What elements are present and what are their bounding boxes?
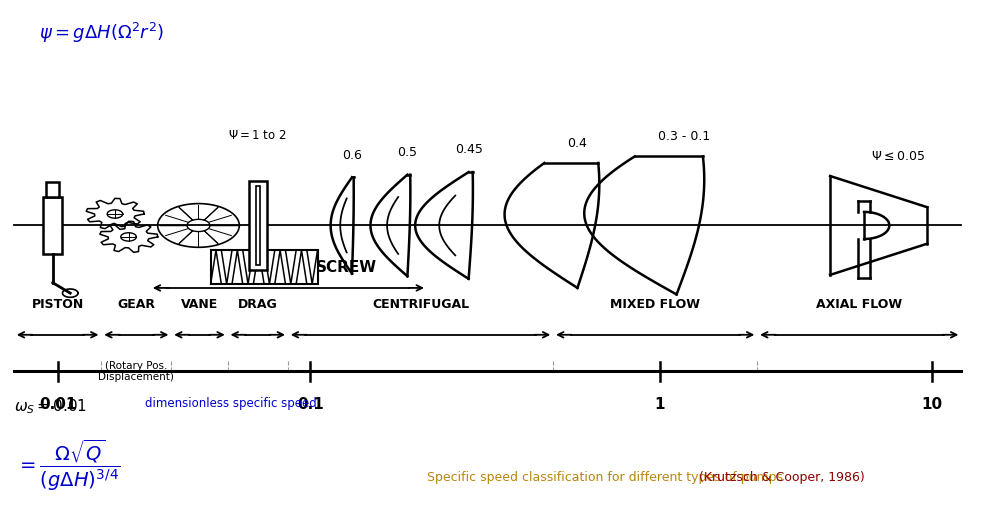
Text: 0.3 - 0.1: 0.3 - 0.1 bbox=[659, 131, 711, 143]
Bar bbox=[211, 250, 317, 284]
Bar bbox=[46, 182, 59, 197]
Text: 0.5: 0.5 bbox=[397, 146, 417, 159]
Bar bbox=[249, 181, 266, 270]
Text: $\Psi \leq 0.05$: $\Psi \leq 0.05$ bbox=[871, 150, 925, 163]
Text: 10: 10 bbox=[922, 397, 943, 412]
Text: VANE: VANE bbox=[180, 298, 218, 312]
Text: $\psi = g\Delta H(\Omega^2 r^2)$: $\psi = g\Delta H(\Omega^2 r^2)$ bbox=[38, 21, 164, 45]
Bar bbox=[43, 197, 62, 254]
Text: 0.01: 0.01 bbox=[38, 397, 76, 412]
Text: PISTON: PISTON bbox=[32, 298, 84, 312]
Text: 0.1: 0.1 bbox=[297, 397, 323, 412]
Text: 0.45: 0.45 bbox=[455, 143, 482, 157]
Bar bbox=[255, 186, 259, 264]
Text: 0.6: 0.6 bbox=[342, 149, 362, 162]
Text: SCREW: SCREW bbox=[317, 260, 378, 275]
Text: dimensionless specific speed: dimensionless specific speed bbox=[145, 397, 317, 411]
Text: $\Psi= 1$ to $2$: $\Psi= 1$ to $2$ bbox=[229, 129, 287, 142]
Text: 0.4: 0.4 bbox=[568, 137, 588, 150]
Text: $\omega_S = 0.01$: $\omega_S = 0.01$ bbox=[14, 397, 87, 416]
Text: (Rotary Pos.
Displacement): (Rotary Pos. Displacement) bbox=[99, 361, 175, 382]
Text: (Krutzsch & Cooper, 1986): (Krutzsch & Cooper, 1986) bbox=[427, 471, 865, 485]
Text: 1: 1 bbox=[655, 397, 666, 412]
Text: $= \dfrac{\Omega\sqrt{Q}}{(g\Delta H)^{3/4}}$: $= \dfrac{\Omega\sqrt{Q}}{(g\Delta H)^{3… bbox=[16, 437, 120, 493]
Text: AXIAL FLOW: AXIAL FLOW bbox=[816, 298, 902, 312]
Text: CENTRIFUGAL: CENTRIFUGAL bbox=[372, 298, 469, 312]
Text: Specific speed classification for different types of pumps: Specific speed classification for differ… bbox=[427, 471, 783, 485]
Text: MIXED FLOW: MIXED FLOW bbox=[610, 298, 700, 312]
Text: DRAG: DRAG bbox=[238, 298, 278, 312]
Text: GEAR: GEAR bbox=[117, 298, 156, 312]
